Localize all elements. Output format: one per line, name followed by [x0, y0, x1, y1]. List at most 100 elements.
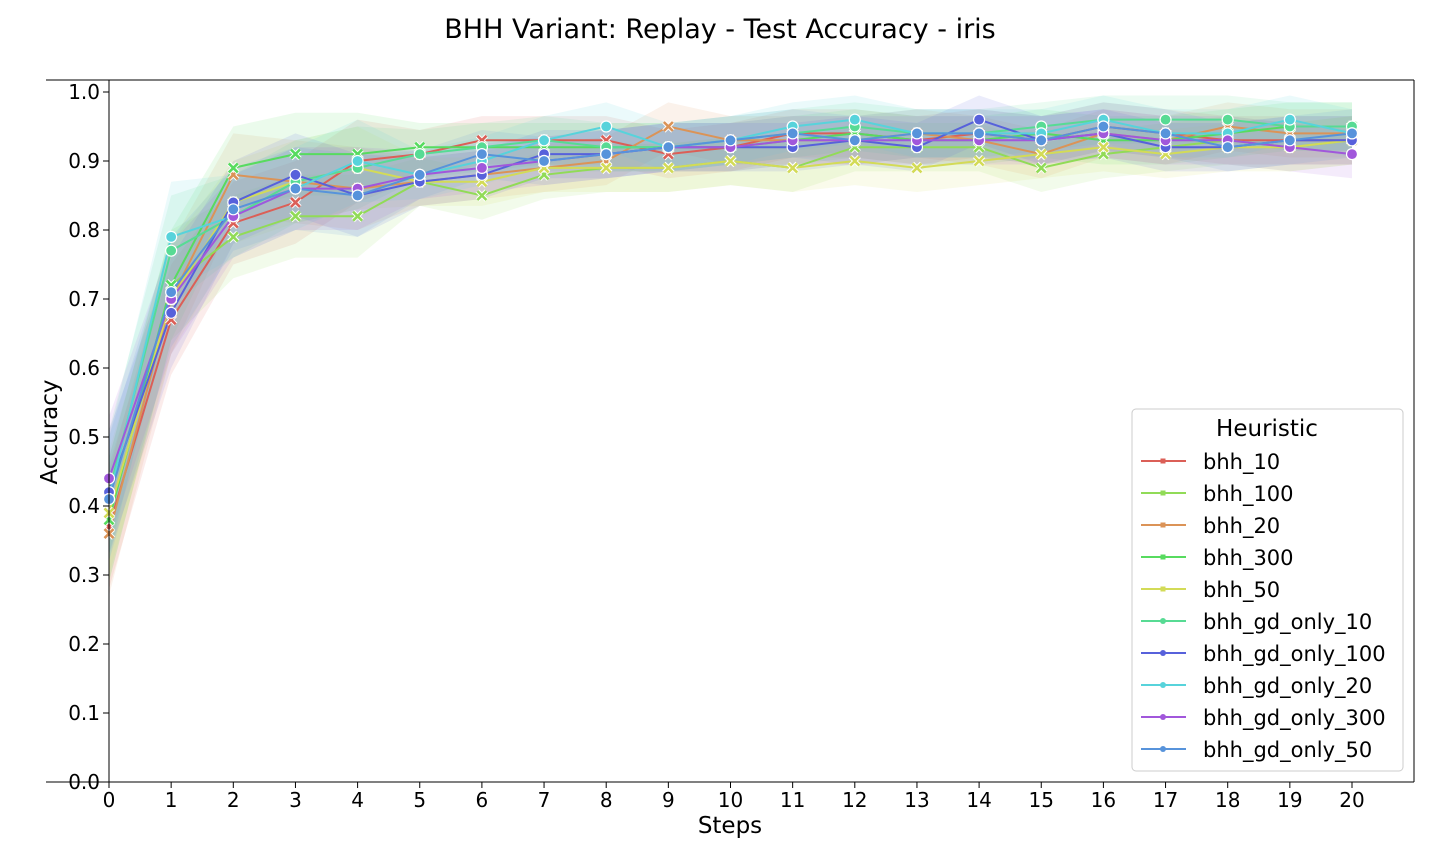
x-tick-label: 12	[842, 788, 867, 812]
legend-swatch-marker	[1160, 554, 1166, 560]
legend-label: bhh_20	[1203, 514, 1280, 539]
x-axis-label: Steps	[698, 813, 762, 839]
x-tick-label: 6	[476, 788, 489, 812]
legend-item: bhh_300	[1141, 546, 1294, 571]
point-bhh-100	[476, 190, 488, 201]
legend-item: bhh_gd_only_20	[1141, 674, 1372, 699]
x-tick-label: 1	[165, 788, 178, 812]
x-tick-label: 11	[780, 788, 805, 812]
point-bhh-gd-only-50	[413, 168, 426, 181]
point-bhh-300	[227, 162, 239, 174]
point-bhh-gd-only-100	[972, 113, 986, 126]
legend-swatch-marker	[1160, 682, 1166, 688]
legend-swatch-marker	[1160, 746, 1166, 752]
x-tick-label: 20	[1339, 788, 1364, 812]
point-bhh-gd-only-50	[786, 127, 799, 140]
x-tick-label: 16	[1091, 788, 1116, 812]
point-bhh-300	[290, 148, 301, 160]
point-bhh-gd-only-50	[1283, 134, 1296, 147]
legend-item: bhh_100	[1141, 482, 1294, 507]
point-bhh-50	[1097, 141, 1109, 153]
point-bhh-gd-only-50	[475, 148, 488, 161]
legend-label: bhh_gd_only_10	[1203, 610, 1372, 635]
legend-label: bhh_gd_only_50	[1203, 738, 1372, 763]
point-bhh-100	[290, 210, 301, 222]
point-bhh-50	[787, 162, 799, 174]
point-bhh-gd-only-10	[1159, 113, 1172, 126]
y-tick-label: 0.8	[68, 218, 100, 242]
x-tick-label: 2	[227, 788, 240, 812]
x-tick-label: 10	[718, 788, 743, 812]
legend-swatch-marker	[1160, 458, 1166, 464]
y-tick-label: 0.1	[68, 701, 100, 725]
band-bhh-100	[109, 116, 1352, 582]
point-bhh-gd-only-20	[1283, 113, 1296, 126]
x-tick-label: 8	[600, 788, 613, 812]
y-tick-label: 0.6	[68, 356, 100, 380]
point-bhh-50	[662, 162, 674, 174]
point-bhh-50	[1035, 148, 1047, 160]
point-bhh-gd-only-50	[289, 182, 302, 195]
point-bhh-100	[1035, 162, 1047, 174]
legend-swatch-marker	[1160, 650, 1166, 656]
point-bhh-100	[227, 231, 239, 243]
point-bhh-50	[911, 162, 923, 174]
y-tick-label: 0.5	[68, 425, 100, 449]
point-bhh-gd-only-100	[289, 168, 302, 181]
legend-item: bhh_20	[1141, 514, 1280, 539]
y-tick-label: 0.4	[68, 494, 100, 518]
point-bhh-gd-only-50	[165, 286, 178, 299]
y-tick-label: 0.0	[68, 770, 100, 794]
legend-swatch-marker	[1160, 618, 1166, 624]
x-tick-label: 5	[413, 788, 426, 812]
point-bhh-gd-only-50	[351, 189, 364, 202]
point-bhh-gd-only-50	[724, 134, 737, 147]
point-bhh-gd-only-20	[848, 113, 861, 126]
point-bhh-gd-only-300	[475, 161, 488, 174]
point-bhh-50	[725, 155, 736, 167]
point-bhh-gd-only-10	[1221, 113, 1234, 126]
y-tick-label: 0.3	[68, 563, 100, 587]
point-bhh-gd-only-50	[1097, 120, 1110, 133]
point-bhh-gd-only-50	[227, 203, 240, 216]
point-bhh-gd-only-10	[165, 244, 178, 257]
x-axis-ticks: 0 1 2 3 4 5 6 7 8 9 10 11 12 13 14 15 16 17 18 19 20	[103, 782, 1365, 812]
point-bhh-gd-only-50	[1221, 141, 1234, 154]
legend-item: bhh_10	[1141, 450, 1280, 475]
point-bhh-50	[973, 155, 985, 167]
point-bhh-gd-only-50	[537, 154, 551, 168]
legend-item: bhh_gd_only_300	[1141, 706, 1386, 731]
legend-swatch-marker	[1160, 714, 1166, 720]
point-bhh-gd-only-50	[1159, 127, 1172, 140]
x-tick-label: 18	[1215, 788, 1240, 812]
point-bhh-20	[662, 121, 674, 132]
point-bhh-gd-only-50	[848, 134, 861, 147]
band-bhh-50	[109, 116, 1352, 576]
y-axis-label: Accuracy	[37, 379, 63, 484]
point-bhh-gd-only-50	[1345, 127, 1359, 140]
legend-label: bhh_gd_only_20	[1203, 674, 1372, 699]
legend-swatch-marker	[1160, 490, 1166, 496]
point-bhh-gd-only-20	[165, 230, 178, 243]
y-tick-label: 0.7	[68, 287, 100, 311]
point-bhh-gd-only-300	[1345, 148, 1359, 161]
x-tick-label: 9	[662, 788, 675, 812]
legend-swatch-marker	[1160, 522, 1166, 528]
legend-title: Heuristic	[1216, 416, 1318, 442]
legend-item: bhh_gd_only_100	[1141, 642, 1386, 667]
chart-title: BHH Variant: Replay - Test Accuracy - ir…	[444, 14, 995, 45]
legend-box	[1131, 408, 1404, 772]
legend: Heuristic bhh_10 bhh_100 bhh_20 bhh_300 bhh_…	[1131, 408, 1404, 772]
x-tick-label: 14	[966, 788, 991, 812]
point-bhh-gd-only-100	[165, 306, 178, 319]
point-bhh-100	[352, 210, 364, 222]
legend-label: bhh_gd_only_300	[1203, 706, 1386, 731]
y-tick-label: 0.2	[68, 632, 100, 656]
legend-item: bhh_50	[1141, 578, 1280, 603]
x-tick-label: 15	[1029, 788, 1054, 812]
point-bhh-gd-only-50	[910, 127, 924, 140]
series-markers	[102, 113, 1359, 540]
point-bhh-gd-only-50	[600, 148, 613, 161]
point-bhh-gd-only-20	[537, 134, 551, 147]
